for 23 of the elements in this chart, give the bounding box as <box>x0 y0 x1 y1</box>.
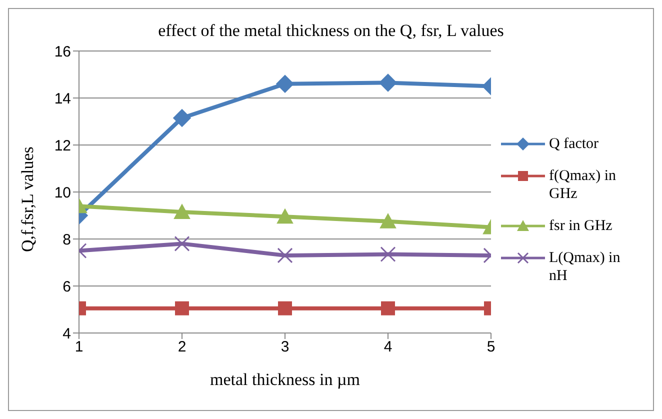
legend-label: Q factor <box>549 135 599 153</box>
y-axis-title: Q,f,fsr,L values <box>18 146 38 252</box>
x-tick-label: 4 <box>384 338 392 356</box>
y-tick-label: 10 <box>54 184 71 202</box>
y-tick-label: 8 <box>62 231 71 248</box>
x-axis-title: metal thickness in µm <box>210 370 360 389</box>
chart-title: effect of the metal thickness on the Q, fsr, L values <box>157 21 505 41</box>
x-tick-label: 3 <box>280 338 290 356</box>
point <box>276 208 294 224</box>
y-tick-label: 16 <box>54 43 71 60</box>
legend-label: f(Qmax) in GHz <box>549 167 618 203</box>
legend-label: fsr in GHz <box>549 217 612 235</box>
x-tick-label: 1 <box>74 338 84 356</box>
point <box>276 74 294 93</box>
y-tick-label: 6 <box>62 278 71 296</box>
legend-label: L(Qmax) in nH <box>549 249 622 285</box>
y-tick-label: 14 <box>54 90 71 108</box>
point <box>277 248 293 264</box>
x-tick-label: 5 <box>486 338 496 356</box>
point <box>278 301 292 316</box>
y-tick-label: 12 <box>54 137 71 154</box>
x-tick-label: 2 <box>178 338 186 356</box>
y-tick-label: 4 <box>62 325 71 342</box>
